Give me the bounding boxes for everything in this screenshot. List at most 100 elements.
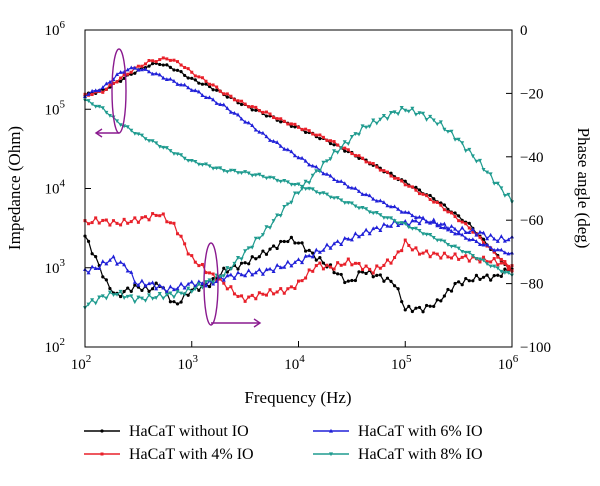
phase-point xyxy=(396,250,400,254)
phase-point xyxy=(339,242,344,247)
impedance-point xyxy=(413,215,418,220)
impedance-point xyxy=(140,64,144,68)
phase-point xyxy=(143,283,148,288)
impedance-point xyxy=(225,92,229,96)
impedance-point xyxy=(214,101,219,105)
impedance-point xyxy=(168,149,173,153)
impedance-point xyxy=(175,152,180,157)
phase-point xyxy=(477,229,482,234)
impedance-point xyxy=(197,81,201,85)
impedance-point xyxy=(193,78,197,82)
phase-point xyxy=(482,255,486,259)
impedance-point xyxy=(197,75,201,79)
phase-point xyxy=(86,239,91,243)
y-right-tick-label: −40 xyxy=(520,150,543,166)
impedance-point xyxy=(296,182,301,187)
phase-point xyxy=(275,262,280,267)
y-left-tick-label-base: 10 xyxy=(45,340,60,356)
impedance-point xyxy=(243,170,248,174)
impedance-point xyxy=(382,169,386,173)
phase-point xyxy=(268,226,273,230)
impedance-point xyxy=(97,88,102,92)
phase-point xyxy=(307,181,312,185)
phase-point xyxy=(285,202,290,207)
phase-line xyxy=(84,106,513,309)
phase-point xyxy=(321,261,326,265)
phase-point xyxy=(332,267,336,271)
phase-point xyxy=(446,255,450,259)
impedance-point xyxy=(183,73,187,78)
impedance-point xyxy=(467,250,472,255)
phase-point xyxy=(197,264,201,268)
impedance-point xyxy=(453,211,457,215)
impedance-point xyxy=(218,166,223,171)
legend-item: HaCaT with 4% IO xyxy=(84,446,254,463)
impedance-point xyxy=(378,198,383,203)
impedance-point xyxy=(86,99,91,103)
phase-point xyxy=(485,170,490,175)
impedance-point xyxy=(496,255,500,259)
phase-point xyxy=(463,230,468,234)
impedance-point xyxy=(432,200,436,204)
impedance-point xyxy=(424,232,429,237)
phase-point xyxy=(378,228,383,232)
phase-point xyxy=(129,220,133,224)
impedance-point xyxy=(200,93,205,97)
impedance-point xyxy=(268,112,272,116)
impedance-point xyxy=(93,88,98,93)
x-tick-label-exponent: 6 xyxy=(513,353,519,365)
impedance-point xyxy=(232,110,237,115)
impedance-point xyxy=(279,117,283,121)
y-left-tick-label-base: 10 xyxy=(45,261,60,277)
phase-point xyxy=(417,111,422,116)
phase-point xyxy=(449,289,454,293)
phase-point xyxy=(428,304,432,308)
impedance-point xyxy=(104,87,108,91)
phase-point xyxy=(264,293,268,297)
phase-point xyxy=(111,293,116,298)
phase-point xyxy=(136,283,141,287)
impedance-point xyxy=(470,237,475,242)
impedance-point xyxy=(172,58,176,62)
impedance-point xyxy=(321,135,325,139)
phase-point xyxy=(321,267,325,271)
impedance-point xyxy=(151,62,155,66)
impedance-point xyxy=(417,192,421,196)
impedance-point xyxy=(222,92,226,96)
impedance-point xyxy=(147,139,152,143)
phase-point xyxy=(179,234,183,238)
phase-point xyxy=(349,135,354,139)
phase-point xyxy=(225,266,230,270)
impedance-point xyxy=(385,170,389,174)
phase-point xyxy=(154,213,158,217)
impedance-point xyxy=(353,204,358,209)
impedance-point xyxy=(467,226,471,230)
phase-point xyxy=(310,173,315,178)
impedance-point xyxy=(381,200,386,204)
phase-point xyxy=(90,221,94,225)
impedance-point xyxy=(367,210,372,215)
impedance-point xyxy=(453,231,458,236)
x-axis-ticks: 102 103 104 105 106 xyxy=(71,341,519,373)
phase-point xyxy=(336,261,340,265)
impedance-point xyxy=(374,198,379,203)
impedance-point xyxy=(339,179,344,183)
impedance-point xyxy=(147,59,151,63)
impedance-point xyxy=(257,109,261,113)
phase-point xyxy=(236,256,241,260)
impedance-point xyxy=(203,95,208,100)
phase-point xyxy=(260,233,265,237)
phase-point xyxy=(339,272,343,277)
impedance-point xyxy=(118,70,123,74)
impedance-point xyxy=(214,166,219,171)
impedance-point xyxy=(296,155,301,160)
impedance-point xyxy=(278,179,283,184)
impedance-point xyxy=(122,73,126,77)
phase-point xyxy=(364,125,369,130)
phase-point xyxy=(467,230,472,234)
phase-point xyxy=(218,274,223,279)
impedance-point xyxy=(250,105,254,109)
phase-point xyxy=(481,167,486,172)
phase-point xyxy=(296,191,301,196)
